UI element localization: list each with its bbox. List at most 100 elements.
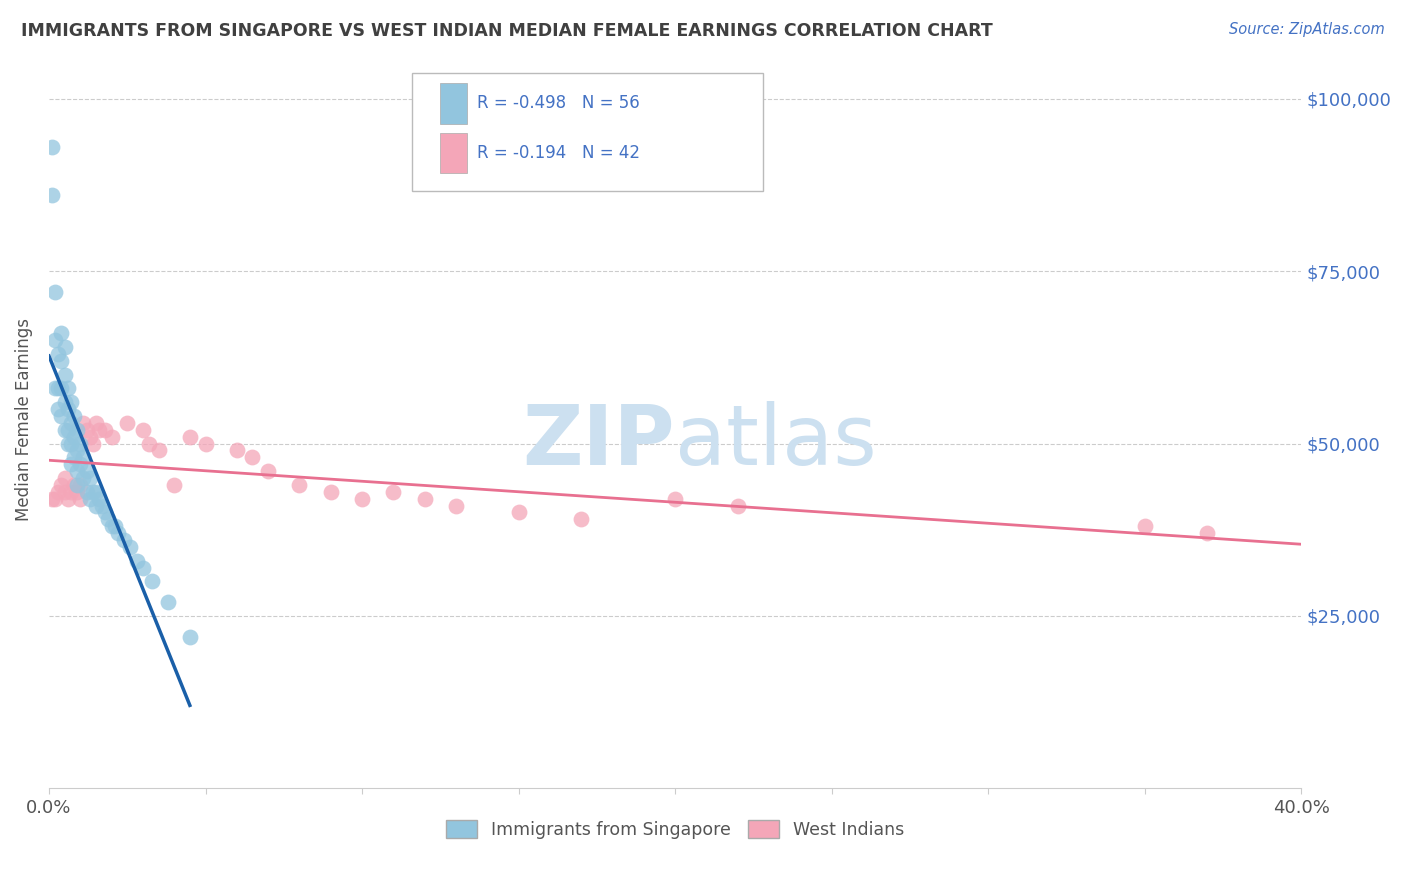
Point xyxy=(319,484,342,499)
Point xyxy=(132,423,155,437)
Point xyxy=(444,499,467,513)
Point xyxy=(59,395,82,409)
Point xyxy=(132,560,155,574)
Point xyxy=(69,491,91,506)
Point xyxy=(76,423,98,437)
Point xyxy=(727,499,749,513)
Point xyxy=(59,484,82,499)
Point xyxy=(382,484,405,499)
Point xyxy=(63,450,86,465)
Point xyxy=(163,478,186,492)
Text: Source: ZipAtlas.com: Source: ZipAtlas.com xyxy=(1229,22,1385,37)
Point xyxy=(148,443,170,458)
Point xyxy=(66,484,89,499)
Point xyxy=(72,416,94,430)
Point xyxy=(79,430,101,444)
Point xyxy=(44,333,66,347)
Point xyxy=(48,402,70,417)
Point xyxy=(104,519,127,533)
Point xyxy=(100,430,122,444)
Point xyxy=(156,595,179,609)
Point xyxy=(69,436,91,450)
Point xyxy=(56,436,79,450)
Point xyxy=(141,574,163,589)
Point xyxy=(413,491,436,506)
Point xyxy=(53,471,76,485)
Point xyxy=(91,499,114,513)
Point xyxy=(352,491,374,506)
Point xyxy=(44,285,66,299)
Point xyxy=(125,554,148,568)
Point xyxy=(84,416,107,430)
Point xyxy=(84,484,107,499)
Point xyxy=(82,484,104,499)
Text: R = -0.194   N = 42: R = -0.194 N = 42 xyxy=(477,144,640,161)
Point xyxy=(51,326,73,341)
Point xyxy=(51,478,73,492)
Point xyxy=(76,484,98,499)
Point xyxy=(82,436,104,450)
Point xyxy=(112,533,135,547)
Text: ZIP: ZIP xyxy=(523,401,675,482)
Point xyxy=(94,506,117,520)
Point xyxy=(56,491,79,506)
Point xyxy=(72,471,94,485)
Point xyxy=(63,430,86,444)
Point xyxy=(288,478,311,492)
Point xyxy=(66,478,89,492)
Point xyxy=(41,491,63,506)
Point xyxy=(51,381,73,395)
Point xyxy=(48,347,70,361)
Text: atlas: atlas xyxy=(675,401,877,482)
FancyBboxPatch shape xyxy=(440,83,467,124)
Point xyxy=(59,436,82,450)
Point xyxy=(664,491,686,506)
Point xyxy=(53,340,76,354)
Point xyxy=(53,484,76,499)
Point xyxy=(120,540,142,554)
Point xyxy=(225,443,247,458)
Point xyxy=(66,443,89,458)
Point xyxy=(44,491,66,506)
Point xyxy=(76,464,98,478)
Point xyxy=(84,499,107,513)
Point xyxy=(242,450,264,465)
Point xyxy=(41,140,63,154)
Point xyxy=(66,464,89,478)
Point xyxy=(179,430,201,444)
Point xyxy=(63,478,86,492)
Point xyxy=(48,484,70,499)
Point xyxy=(138,436,160,450)
Point xyxy=(79,491,101,506)
Point xyxy=(107,526,129,541)
Point xyxy=(59,416,82,430)
Point xyxy=(100,519,122,533)
Point xyxy=(53,395,76,409)
Point xyxy=(69,457,91,471)
Point xyxy=(53,423,76,437)
Point xyxy=(59,457,82,471)
Point xyxy=(87,491,110,506)
Point xyxy=(508,506,530,520)
Point xyxy=(72,450,94,465)
Point xyxy=(257,464,280,478)
Text: IMMIGRANTS FROM SINGAPORE VS WEST INDIAN MEDIAN FEMALE EARNINGS CORRELATION CHAR: IMMIGRANTS FROM SINGAPORE VS WEST INDIAN… xyxy=(21,22,993,40)
Point xyxy=(194,436,217,450)
Point xyxy=(56,423,79,437)
Point xyxy=(115,416,138,430)
Point xyxy=(179,630,201,644)
Point xyxy=(51,354,73,368)
Point xyxy=(41,188,63,202)
FancyBboxPatch shape xyxy=(412,73,763,191)
Point xyxy=(79,471,101,485)
FancyBboxPatch shape xyxy=(440,133,467,173)
Point xyxy=(48,381,70,395)
Point xyxy=(44,381,66,395)
Point xyxy=(97,512,120,526)
Point xyxy=(69,478,91,492)
Point xyxy=(1133,519,1156,533)
Point xyxy=(87,423,110,437)
Point xyxy=(569,512,592,526)
Point xyxy=(1197,526,1219,541)
Y-axis label: Median Female Earnings: Median Female Earnings xyxy=(15,318,32,521)
